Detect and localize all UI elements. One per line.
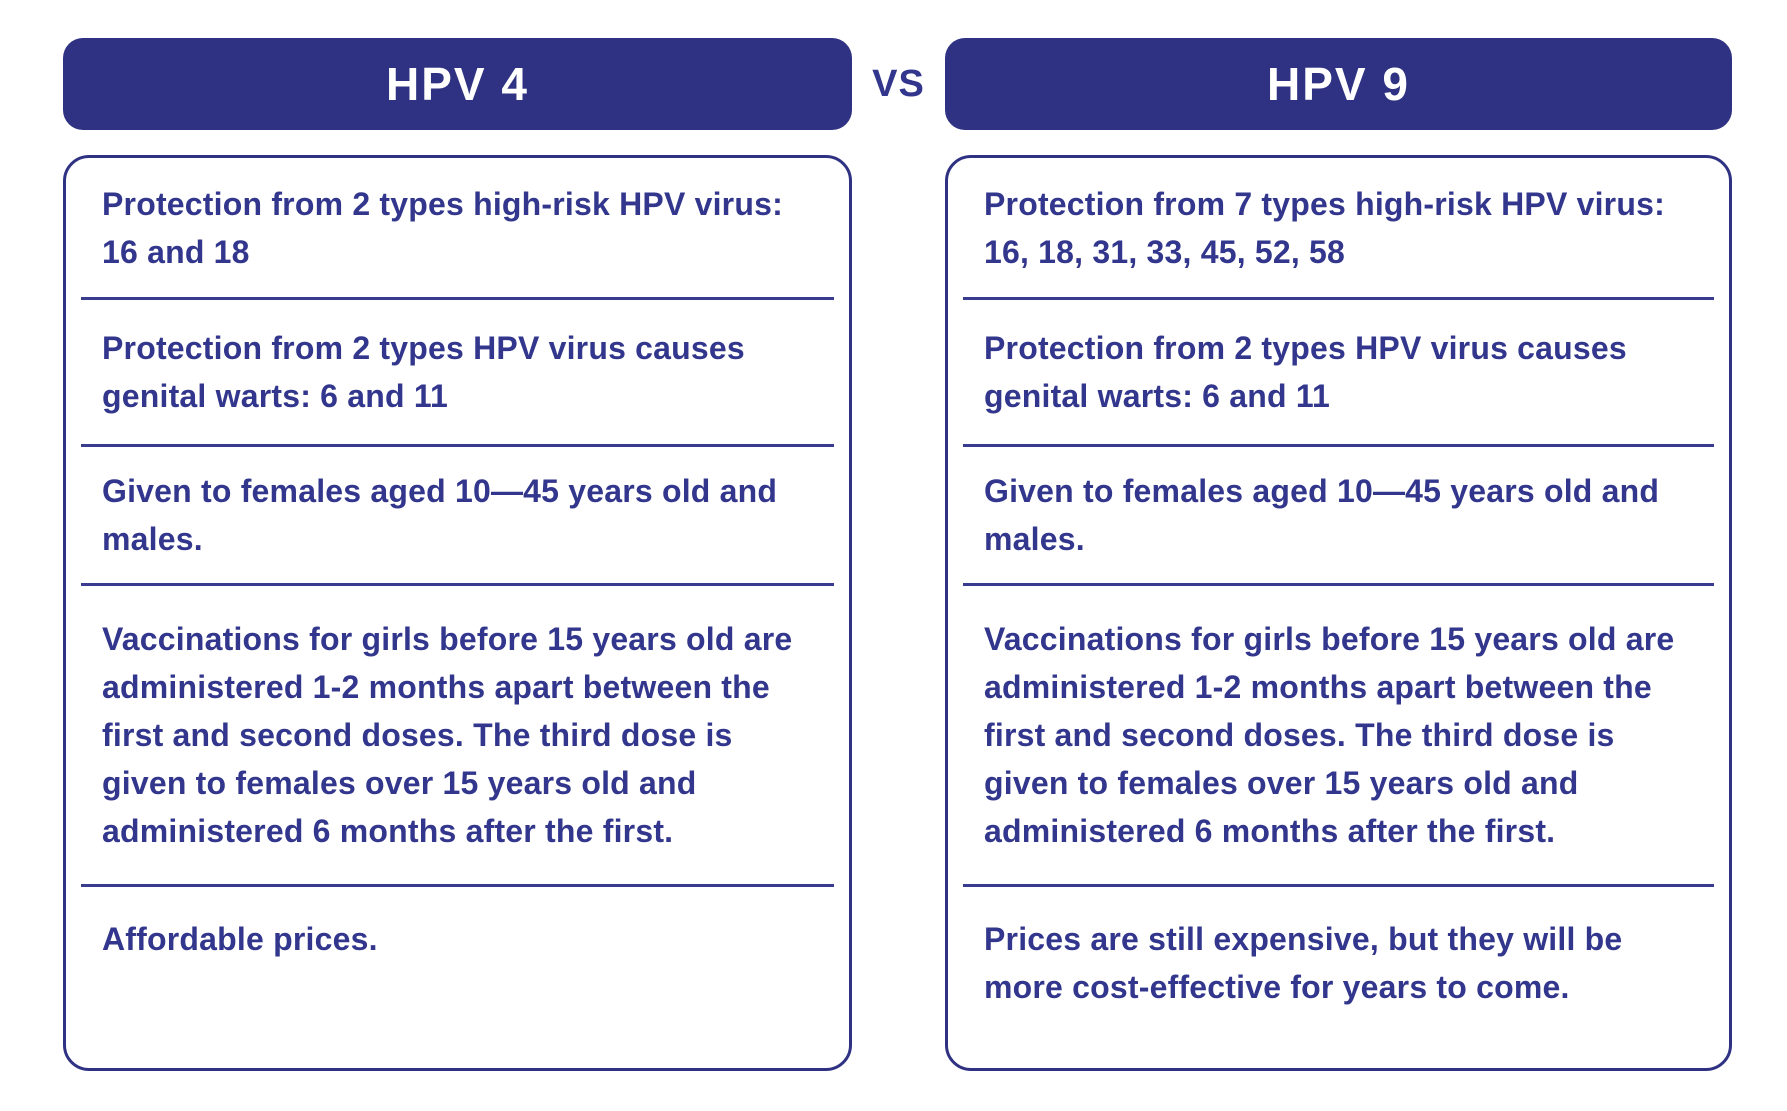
hpv9-row-age-group-text: Given to females aged 10—45 years old an…: [984, 473, 1660, 557]
hpv4-row-protection-high-risk-text: Protection from 2 types high-risk HPV vi…: [102, 185, 783, 270]
hpv9-row-protection-high-risk-text: Protection from 7 types high-risk HPV vi…: [984, 185, 1665, 270]
card-hpv4: Protection from 2 types high-risk HPV vi…: [63, 155, 852, 1071]
hpv4-row-dosing-schedule-text: Vaccinations for girls before 15 years o…: [102, 621, 793, 849]
hpv9-row-dosing-schedule: Vaccinations for girls before 15 years o…: [963, 586, 1714, 887]
column-hpv9: HPV 9 Protection from 7 types high-risk …: [945, 38, 1732, 1071]
hpv4-row-age-group: Given to females aged 10—45 years old an…: [81, 447, 834, 586]
hpv4-row-price-text: Affordable prices.: [102, 921, 378, 957]
hpv4-row-price: Affordable prices.: [81, 887, 834, 1068]
header-hpv4: HPV 4: [63, 38, 852, 130]
hpv9-row-price-text: Prices are still expensive, but they wil…: [984, 921, 1623, 1005]
hpv9-row-price: Prices are still expensive, but they wil…: [963, 887, 1714, 1068]
header-hpv9: HPV 9: [945, 38, 1732, 130]
hpv9-row-protection-warts-text: Protection from 2 types HPV virus causes…: [984, 330, 1627, 414]
hpv4-row-dosing-schedule: Vaccinations for girls before 15 years o…: [81, 586, 834, 887]
header-hpv9-title: HPV 9: [1267, 58, 1410, 110]
card-hpv9: Protection from 7 types high-risk HPV vi…: [945, 155, 1732, 1071]
hpv4-row-protection-high-risk: Protection from 2 types high-risk HPV vi…: [81, 158, 834, 300]
hpv9-row-age-group: Given to females aged 10—45 years old an…: [963, 447, 1714, 586]
vs-label: VS: [872, 62, 925, 105]
hpv4-row-protection-warts-text: Protection from 2 types HPV virus causes…: [102, 330, 745, 414]
hpv4-row-age-group-text: Given to females aged 10—45 years old an…: [102, 473, 778, 557]
hpv4-row-protection-warts: Protection from 2 types HPV virus causes…: [81, 300, 834, 447]
hpv9-row-protection-warts: Protection from 2 types HPV virus causes…: [963, 300, 1714, 447]
comparison-layout: HPV 4 Protection from 2 types high-risk …: [63, 38, 1732, 1071]
hpv9-row-protection-high-risk: Protection from 7 types high-risk HPV vi…: [963, 158, 1714, 300]
header-hpv4-title: HPV 4: [386, 58, 529, 110]
hpv9-row-dosing-schedule-text: Vaccinations for girls before 15 years o…: [984, 621, 1675, 849]
vs-gutter: VS: [852, 38, 945, 130]
column-hpv4: HPV 4 Protection from 2 types high-risk …: [63, 38, 852, 1071]
